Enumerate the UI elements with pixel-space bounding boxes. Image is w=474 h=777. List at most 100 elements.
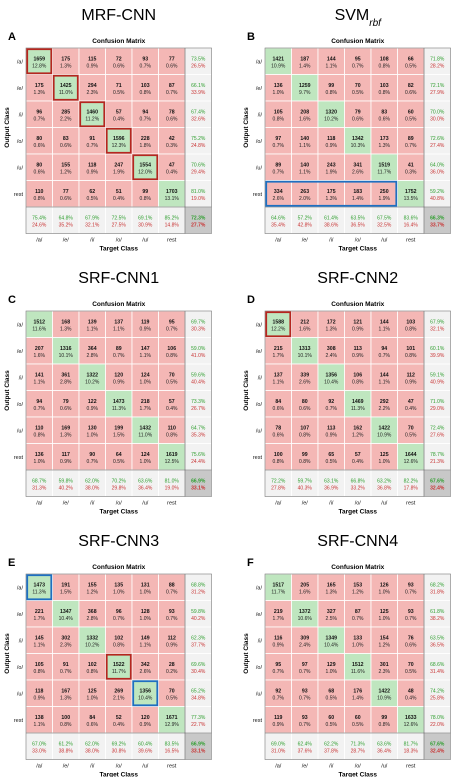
column-error: 30.9% [138, 222, 153, 228]
cell-count: 80 [36, 162, 42, 168]
total-accuracy-cell [184, 469, 212, 497]
column-recall: 83.6% [404, 215, 419, 221]
cell-count: 110 [35, 189, 43, 195]
cell-percent: 0.8% [379, 722, 391, 728]
total-error: 32.4% [430, 485, 445, 491]
cell-percent: 1.0% [140, 459, 152, 465]
matrix-cell [78, 337, 106, 365]
column-tick-label: /i/ [329, 764, 334, 770]
cell-count: 136 [35, 452, 44, 458]
row-tick-label: /e/ [17, 349, 24, 355]
column-tick-label: /u/ [381, 764, 388, 770]
cell-percent: 1.1% [299, 143, 311, 149]
row-error: 29.0% [430, 406, 445, 412]
cell-count: 120 [141, 715, 150, 721]
row-tick-label: /e/ [256, 86, 263, 92]
cell-percent: 10.2% [85, 642, 100, 648]
matrix-cell [131, 74, 159, 102]
cell-percent: 0.7% [166, 589, 178, 595]
y-axis-label: Output Class [4, 107, 11, 148]
cell-percent: 1.3% [60, 432, 72, 438]
row-precision: 59.1% [430, 372, 445, 378]
cell-count: 1332 [86, 635, 98, 641]
cell-percent: 10.4% [59, 616, 74, 622]
row-summary-cell [423, 153, 451, 181]
matrix-cell [264, 153, 292, 181]
highlight-box [105, 653, 132, 680]
matrix-cell [25, 180, 53, 208]
cell-count: 218 [141, 399, 150, 405]
row-error: 21.3% [430, 459, 445, 465]
column-recall: 75.4% [32, 215, 47, 221]
matrix-cell [397, 74, 425, 102]
cell-percent: 1.0% [113, 589, 125, 595]
cell-percent: 0.7% [34, 116, 46, 122]
cell-count: 70 [169, 372, 175, 378]
column-tick-label: /i/ [90, 764, 95, 770]
cell-percent: 1.0% [379, 459, 391, 465]
cell-percent: 0.5% [352, 90, 364, 96]
cell-percent: 10.6% [298, 616, 313, 622]
cell-count: 1659 [33, 56, 45, 62]
cell-percent: 0.7% [405, 589, 417, 595]
cell-count: 137 [114, 319, 123, 325]
cell-percent: 0.9% [326, 143, 338, 149]
cell-count: 250 [380, 189, 389, 195]
cell-percent: 0.5% [166, 379, 178, 385]
column-summary-cell [78, 469, 106, 497]
cell-percent: 11.7% [377, 169, 391, 175]
panel-letter: B [247, 31, 255, 43]
column-error: 16.4% [404, 222, 419, 228]
cell-percent: 1.7% [273, 616, 285, 622]
matrix-cell [52, 127, 80, 155]
column-summary-cell [344, 206, 372, 234]
matrix-cell [25, 416, 53, 444]
column-error: 37.8% [324, 748, 339, 754]
matrix-cell [291, 47, 319, 75]
cell-percent: 10.2% [85, 379, 100, 385]
panel-letter: F [247, 557, 254, 569]
cell-percent: 0.7% [405, 616, 417, 622]
cell-percent: 1.9% [379, 196, 391, 202]
cell-count: 93 [169, 609, 175, 615]
cell-percent: 10.4% [138, 695, 153, 701]
row-precision: 59.8% [191, 609, 206, 615]
row-tick-label: /o/ [256, 665, 263, 671]
cell-count: 79 [63, 399, 69, 405]
cell-count: 71 [116, 83, 122, 89]
cell-count: 116 [274, 635, 282, 641]
column-error: 19.0% [165, 485, 180, 491]
matrix-cell [25, 600, 53, 628]
cell-count: 70 [169, 688, 175, 694]
cell-count: 1422 [378, 425, 390, 431]
column-error: 33.0% [32, 748, 47, 754]
cell-count: 62 [89, 189, 95, 195]
cell-percent: 0.7% [326, 406, 338, 412]
cell-count: 1356 [139, 688, 151, 694]
cell-count: 92 [275, 688, 281, 694]
matrix-cell [131, 363, 159, 391]
row-error: 40.4% [191, 379, 206, 385]
column-error: 39.6% [138, 748, 153, 754]
cell-percent: 0.9% [87, 169, 99, 175]
column-recall: 72.5% [112, 215, 127, 221]
cell-percent: 2.1% [113, 695, 125, 701]
column-error: 42.8% [298, 222, 313, 228]
cell-percent: 0.8% [273, 459, 285, 465]
cell-percent: 0.9% [166, 642, 178, 648]
row-error: 41.0% [191, 353, 206, 359]
column-error: 40.2% [59, 485, 74, 491]
cell-count: 136 [274, 83, 283, 89]
row-precision: 71.8% [430, 56, 445, 62]
column-error: 36.4% [138, 485, 153, 491]
column-recall: 72.2% [271, 478, 286, 484]
matrix-cell [158, 653, 186, 681]
cell-count: 112 [168, 635, 176, 641]
row-precision: 62.3% [191, 635, 206, 641]
cell-percent: 1.3% [326, 589, 338, 595]
total-error: 33.1% [191, 485, 206, 491]
row-precision: 68.6% [430, 662, 445, 668]
cell-count: 78 [275, 425, 281, 431]
matrix-cell [131, 337, 159, 365]
matrix-cell [78, 74, 106, 102]
